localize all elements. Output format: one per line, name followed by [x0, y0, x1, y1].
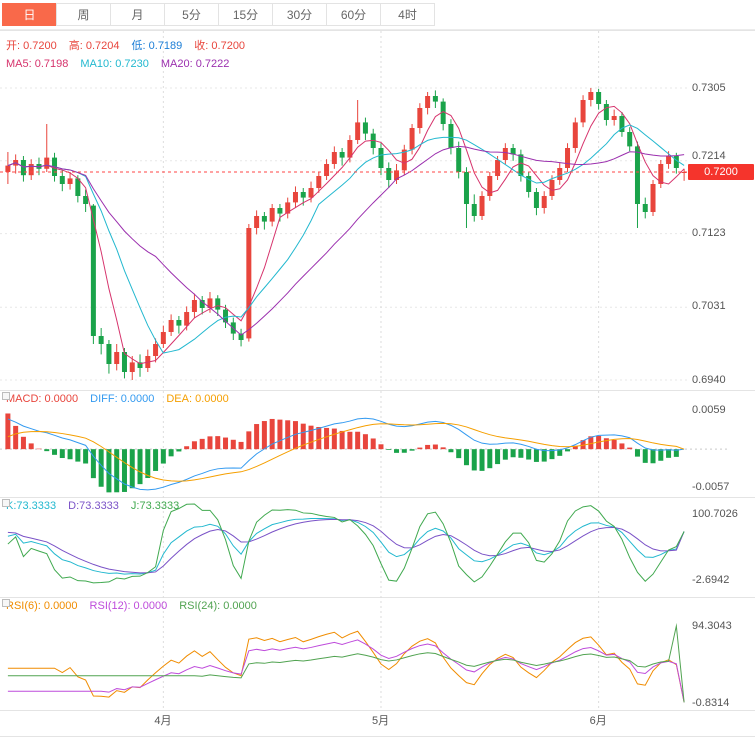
rsi-axis-min: -0.8314: [692, 697, 730, 709]
rsi6-value: RSI(6): 0.0000: [6, 600, 78, 612]
k-value: K:73.3333: [6, 500, 57, 512]
tab-day[interactable]: 日: [2, 3, 57, 26]
price-axis-label-2: 0.7123: [692, 227, 726, 239]
panel-resize-handle[interactable]: [2, 499, 10, 507]
rsi-legend: RSI(6): 0.0000 RSI(12): 0.0000 RSI(24): …: [6, 600, 257, 612]
tab-15min[interactable]: 15分: [218, 3, 273, 26]
kdj-axis-min: -2.6942: [692, 574, 730, 586]
rsi12-value: RSI(12): 0.0000: [89, 600, 168, 612]
tab-4hour[interactable]: 4时: [380, 3, 435, 26]
price-axis-label-0: 0.7305: [692, 82, 726, 94]
macd-axis-min: -0.0057: [692, 481, 730, 493]
current-price-tag: 0.7200: [688, 164, 754, 180]
dea-value: DEA: 0.0000: [166, 393, 229, 405]
tab-month[interactable]: 月: [110, 3, 165, 26]
price-axis-label-4: 0.6940: [692, 374, 726, 386]
kdj-legend: K:73.3333 D:73.3333 J:73.3333: [6, 500, 179, 512]
rsi-axis-max: 94.3043: [692, 620, 732, 632]
rsi24-value: RSI(24): 0.0000: [179, 600, 257, 612]
x-axis-month-label: 5月: [371, 715, 390, 727]
ma5-value: MA5: 0.7198: [6, 58, 69, 70]
price-axis-label-1: 0.7214: [692, 150, 726, 162]
j-value: J:73.3333: [130, 500, 180, 512]
macd-legend: MACD: 0.0000 DIFF: 0.0000 DEA: 0.0000: [6, 393, 229, 405]
ohlc-legend: 开: 0.7200 高: 0.7204 低: 0.7189 收: 0.7200: [6, 37, 245, 53]
panel-resize-handle[interactable]: [2, 599, 10, 607]
tab-5min[interactable]: 5分: [164, 3, 219, 26]
tab-30min[interactable]: 30分: [272, 3, 327, 26]
price-axis-label-3: 0.7031: [692, 300, 726, 312]
ma20-value: MA20: 0.7222: [160, 58, 230, 70]
open-value: 开: 0.7200: [6, 40, 57, 52]
d-value: D:73.3333: [68, 500, 119, 512]
panel-resize-handle[interactable]: [2, 392, 10, 400]
tab-week[interactable]: 周: [56, 3, 111, 26]
x-axis-month-label: 6月: [589, 715, 607, 727]
close-value: 收: 0.7200: [194, 40, 246, 52]
ma-legend: MA5: 0.7198 MA10: 0.7230 MA20: 0.7222: [6, 58, 229, 70]
high-value: 高: 0.7204: [68, 40, 120, 52]
macd-value: MACD: 0.0000: [6, 393, 79, 405]
low-value: 低: 0.7189: [131, 40, 183, 52]
tab-60min[interactable]: 60分: [326, 3, 381, 26]
ma10-value: MA10: 0.7230: [80, 58, 149, 70]
tabbar: 日周月 5分 15分 30分 60分 4时: [0, 0, 755, 30]
kdj-axis-max: 100.7026: [692, 508, 738, 520]
x-axis-month-label: 4月: [154, 715, 172, 727]
diff-value: DIFF: 0.0000: [90, 393, 155, 405]
macd-axis-max: 0.0059: [692, 404, 726, 416]
